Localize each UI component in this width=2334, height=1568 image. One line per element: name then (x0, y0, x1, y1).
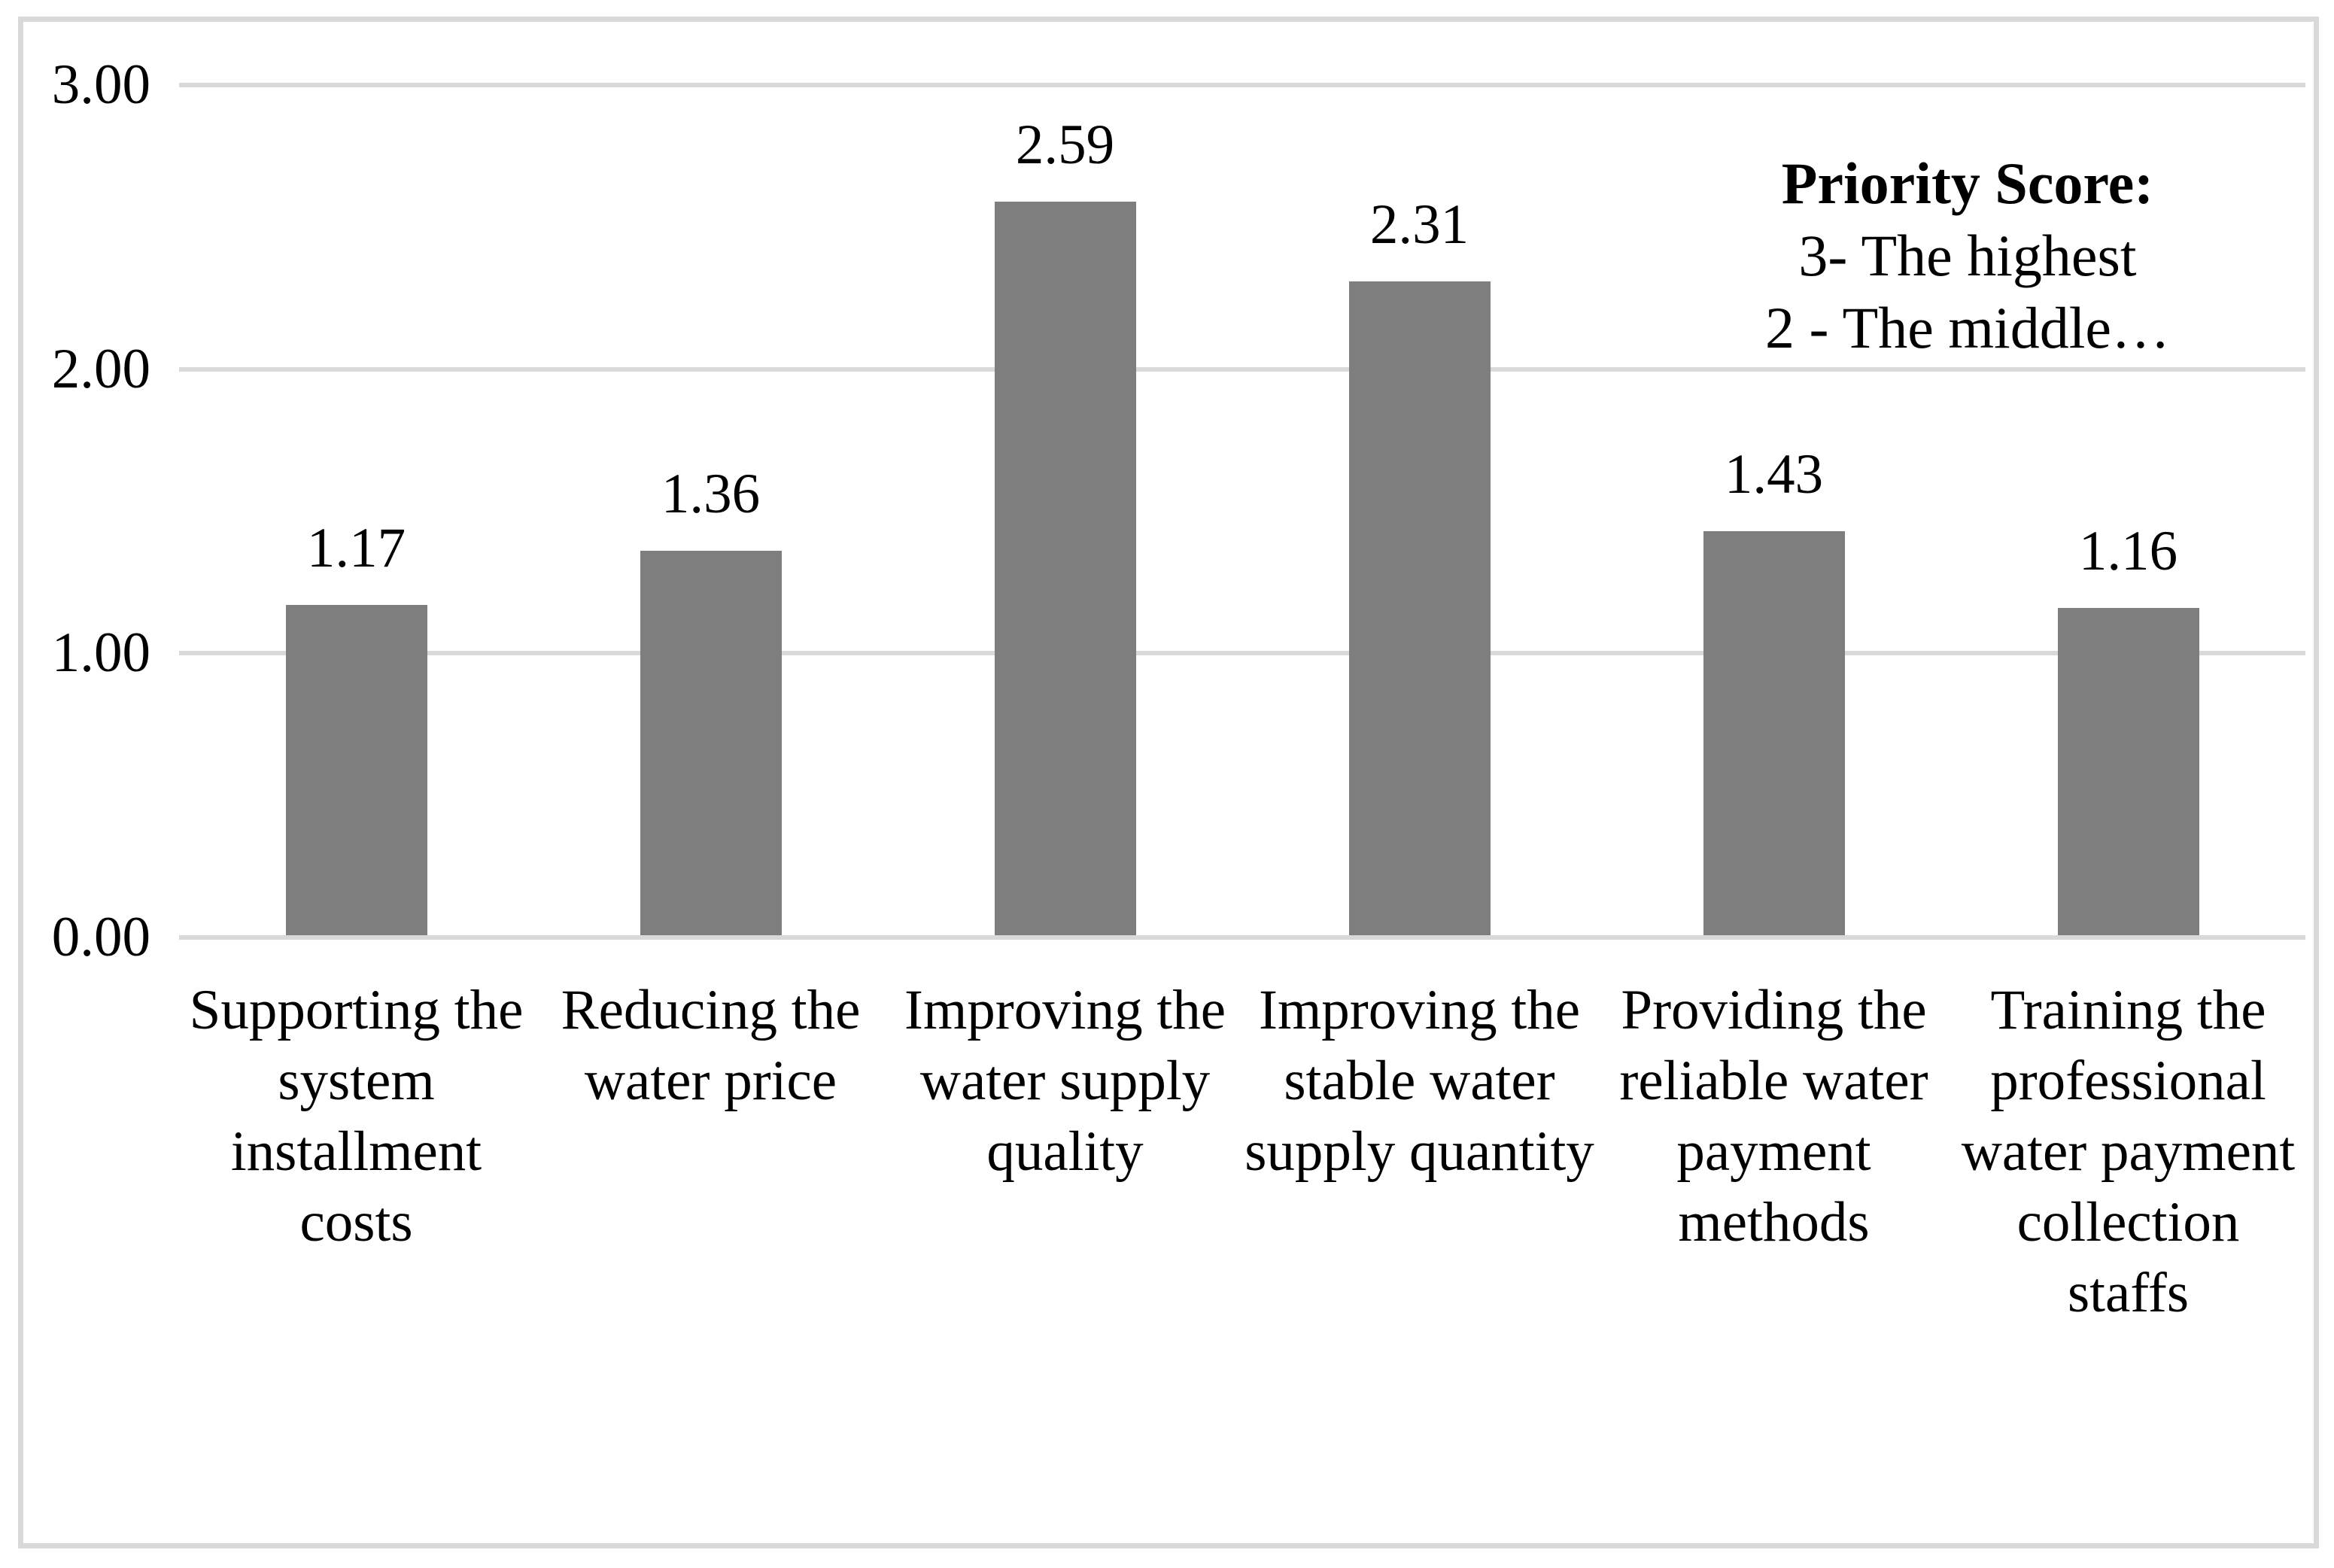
bar-value-label: 2.31 (1369, 193, 1469, 256)
x-axis-category-label: Improving the stable water supply quanti… (1244, 979, 1594, 1183)
x-axis-category-label: Improving the water supply quality (904, 979, 1226, 1183)
x-axis-category-label: Supporting the system installment costs (189, 979, 524, 1253)
x-axis-category-label: Providing the reliable water payment met… (1619, 979, 1928, 1253)
annotation-line-1: 3- The highest (1798, 223, 2137, 288)
bar-2 (640, 551, 782, 940)
gridline-3.00 (179, 82, 2305, 87)
y-tick-label: 1.00 (51, 621, 150, 685)
y-tick-label: 2.00 (51, 337, 150, 400)
bar-6 (2057, 607, 2199, 940)
bar-3 (994, 201, 1136, 940)
chart-border-frame (18, 17, 2319, 1548)
annotation-line-2: 2 - The middle… (1765, 295, 2170, 360)
bar-4 (1348, 281, 1491, 940)
bar-value-label: 1.17 (306, 517, 406, 580)
gridline-1.00 (179, 651, 2305, 656)
x-axis-line (179, 935, 2305, 940)
bar-1 (285, 605, 427, 940)
bar-5 (1703, 530, 1845, 940)
bar-value-label: 1.16 (2078, 519, 2178, 582)
priority-score-annotation: Priority Score: 3- The highest 2 - The m… (1697, 147, 2238, 364)
bar-value-label: 1.36 (661, 463, 761, 526)
bar-value-label: 2.59 (1015, 113, 1115, 176)
y-tick-label: 3.00 (51, 53, 150, 116)
x-axis-category-label: Reducing the water price (561, 979, 861, 1112)
y-tick-label: 0.00 (51, 906, 150, 968)
x-axis-category-label: Training the professional water payment … (1961, 979, 2296, 1324)
gridline-2.00 (179, 366, 2305, 372)
bar-value-label: 1.43 (1724, 442, 1824, 506)
annotation-title: Priority Score: (1781, 150, 2154, 216)
